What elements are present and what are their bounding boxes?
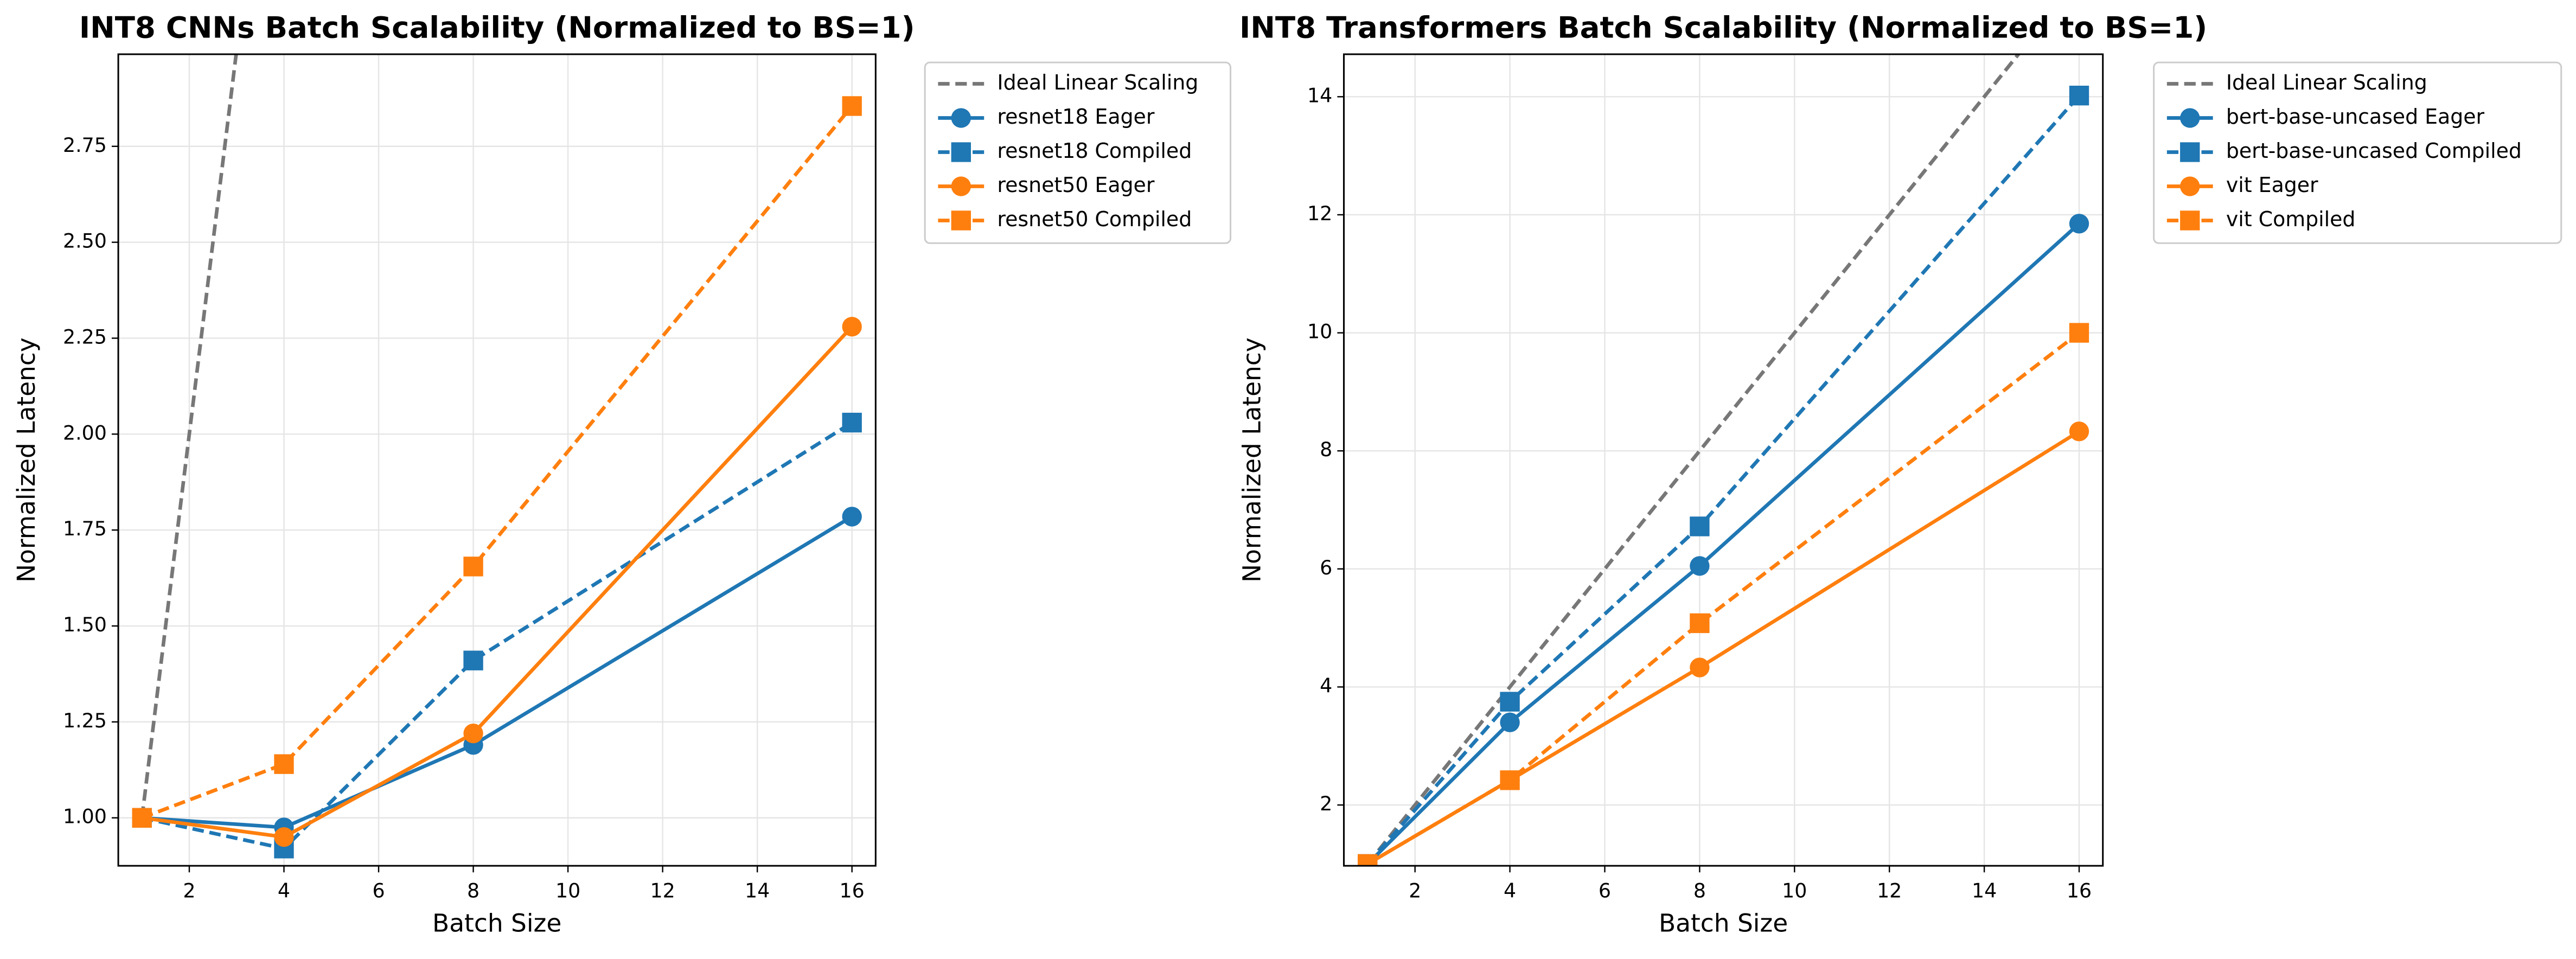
marker: [1690, 613, 1710, 634]
x-tick-label: 6: [1599, 879, 1611, 903]
y-tick-label: 6: [1320, 556, 1332, 579]
marker: [842, 317, 862, 337]
marker: [2180, 210, 2200, 231]
x-tick-label: 10: [555, 879, 580, 903]
y-tick-label: 14: [1307, 84, 1332, 107]
y-tick-label: 2: [1320, 792, 1332, 815]
y-tick-label: 12: [1307, 202, 1332, 225]
marker: [951, 142, 971, 162]
y-axis-label: Normalized Latency: [1237, 337, 1266, 583]
y-tick-label: 1.25: [63, 709, 107, 732]
chart-panel: 2 4 6 8 10 12 14 16 2 4 6 8 10 12 14 INT8 Transformers …: [1237, 10, 2562, 938]
marker: [2069, 214, 2089, 234]
y-tick-label: 2.75: [63, 133, 107, 157]
marker: [1500, 712, 1520, 732]
marker: [2180, 142, 2200, 162]
series-line: [141, 105, 854, 820]
x-tick-label: 4: [1504, 879, 1516, 903]
legend-label: bert-base-uncased Compiled: [2226, 139, 2522, 163]
axes-frame: [117, 53, 877, 867]
axes-frame: [1343, 53, 2104, 867]
x-tick-label: 2: [1409, 879, 1421, 903]
marker: [2069, 85, 2089, 106]
x-tick-label: 8: [1693, 879, 1706, 903]
marker: [1500, 692, 1520, 712]
series-line: [140, 54, 238, 819]
x-tick-label: 12: [1877, 879, 1902, 903]
marker: [274, 754, 294, 774]
plot-area: [1358, 54, 2089, 866]
x-axis-label: Batch Size: [432, 909, 561, 938]
y-tick-label: 1.50: [63, 613, 107, 636]
x-tick-label: 14: [745, 879, 770, 903]
series-line: [1366, 94, 2081, 866]
legend-box: [2153, 61, 2562, 244]
series-line: [142, 325, 854, 839]
legend-label: vit Compiled: [2226, 207, 2356, 231]
marker: [842, 412, 862, 433]
marker: [463, 650, 483, 670]
legend-label: vit Eager: [2226, 173, 2318, 197]
y-tick-label: 4: [1320, 674, 1332, 697]
marker: [463, 557, 483, 577]
marker: [842, 507, 862, 527]
legend-label: bert-base-uncased Eager: [2226, 105, 2485, 129]
plot-area: [132, 54, 862, 859]
marker: [2069, 421, 2089, 442]
y-tick-label: 2.50: [63, 229, 107, 253]
marker: [951, 108, 971, 128]
marker: [463, 723, 483, 744]
y-tick-label: 10: [1307, 320, 1332, 343]
series-line: [1366, 430, 2080, 866]
marker: [2069, 323, 2089, 343]
legend-label: resnet18 Compiled: [997, 139, 1192, 163]
chart-panel: 2 4 6 8 10 12 14 16 1.00 1.25 1.50 1.75 2.00 2.25 2.50…: [12, 10, 1232, 938]
x-tick-label: 2: [183, 879, 195, 903]
y-axis-label: Normalized Latency: [12, 337, 41, 583]
x-tick-label: 12: [650, 879, 675, 903]
marker: [1500, 770, 1520, 790]
x-tick-label: 8: [467, 879, 480, 903]
y-tick-label: 2.00: [63, 421, 107, 444]
marker: [132, 808, 152, 828]
x-tick-label: 16: [840, 879, 865, 903]
legend-box: [924, 61, 1232, 244]
legend-label: resnet50 Eager: [997, 173, 1154, 197]
marker: [1690, 556, 1710, 576]
x-tick-label: 16: [2067, 879, 2092, 903]
marker: [274, 827, 294, 847]
legend-label: Ideal Linear Scaling: [997, 71, 1198, 94]
y-tick-label: 8: [1320, 438, 1332, 461]
x-tick-label: 6: [372, 879, 385, 903]
marker: [951, 176, 971, 196]
marker: [842, 96, 862, 116]
series-line: [1366, 54, 2021, 865]
chart-title: INT8 CNNs Batch Scalability (Normalized …: [79, 10, 915, 45]
marker: [2180, 108, 2200, 128]
marker: [1690, 516, 1710, 536]
marker: [951, 210, 971, 231]
x-tick-label: 10: [1782, 879, 1807, 903]
marker: [2180, 176, 2200, 196]
x-tick-label: 4: [278, 879, 290, 903]
x-axis-label: Batch Size: [1659, 909, 1788, 938]
marker: [1358, 854, 1378, 866]
marker: [1690, 657, 1710, 677]
series-line: [141, 421, 853, 851]
series-line: [1366, 222, 2081, 866]
legend-label: resnet18 Eager: [997, 105, 1154, 129]
y-tick-label: 1.00: [63, 805, 107, 828]
chart-title: INT8 Transformers Batch Scalability (Nor…: [1239, 10, 2207, 45]
legend-label: Ideal Linear Scaling: [2226, 71, 2427, 94]
y-tick-label: 1.75: [63, 517, 107, 540]
y-tick-label: 2.25: [63, 325, 107, 348]
legend-label: resnet50 Compiled: [997, 207, 1192, 231]
x-tick-label: 14: [1972, 879, 1997, 903]
